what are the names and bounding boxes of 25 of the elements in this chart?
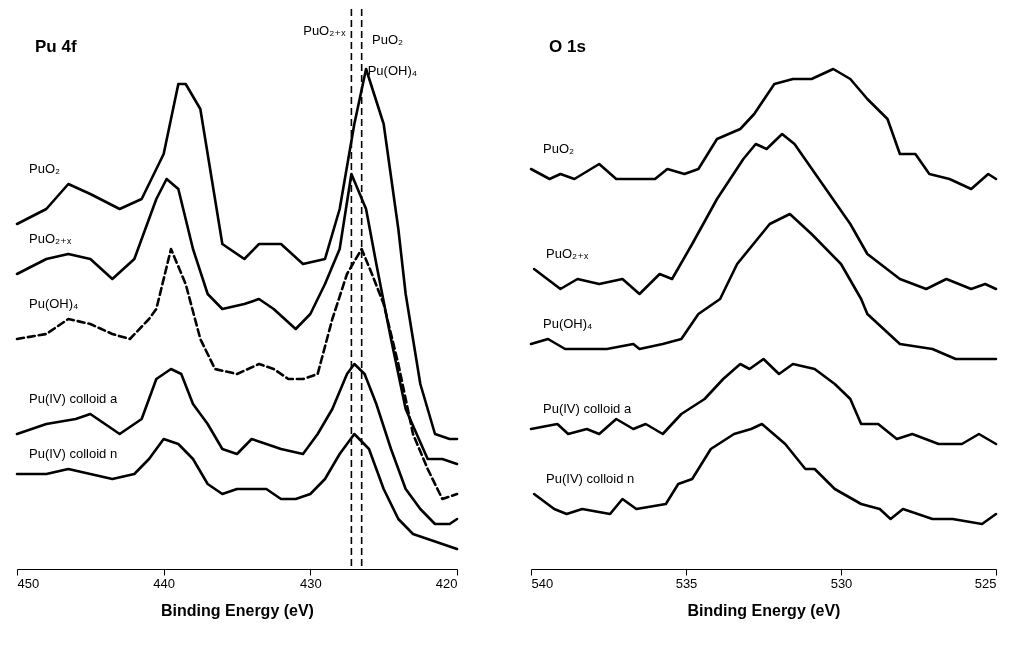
x-tick-label: 540 <box>531 575 554 591</box>
series-label: Pu(IV) colloid n <box>546 471 635 486</box>
x-tick-label: 450 <box>17 575 40 591</box>
series-label: Pu(OH)₄ <box>29 296 79 311</box>
x-tick-label: 420 <box>435 575 458 591</box>
x-tick-label: 525 <box>974 575 997 591</box>
ref-line-label: PuO₂₊ₓ <box>303 23 347 38</box>
series-label: PuO₂ <box>543 141 575 156</box>
chart-title: Pu 4f <box>35 37 77 56</box>
series-label: Pu(OH)₄ <box>543 316 593 331</box>
series-label: Pu(IV) colloid a <box>29 391 118 406</box>
x-tick-label: 440 <box>153 575 176 591</box>
x-tick-label: 430 <box>299 575 322 591</box>
series-label: PuO₂ <box>29 161 61 176</box>
ref-line-label: Pu(OH)₄ <box>367 63 418 78</box>
annotation: PuO₂ <box>372 32 404 47</box>
series-label: Pu(IV) colloid a <box>543 401 632 416</box>
x-axis-title: Binding Energy (eV) <box>687 601 841 619</box>
x-tick-label: 530 <box>830 575 853 591</box>
series-label: PuO₂₊ₓ <box>29 231 72 246</box>
x-tick-label: 535 <box>675 575 698 591</box>
series-label: Pu(IV) colloid n <box>29 446 118 461</box>
chart-title: O 1s <box>549 37 586 56</box>
x-axis-title: Binding Energy (eV) <box>161 601 314 619</box>
series-label: PuO₂₊ₓ <box>546 246 590 261</box>
